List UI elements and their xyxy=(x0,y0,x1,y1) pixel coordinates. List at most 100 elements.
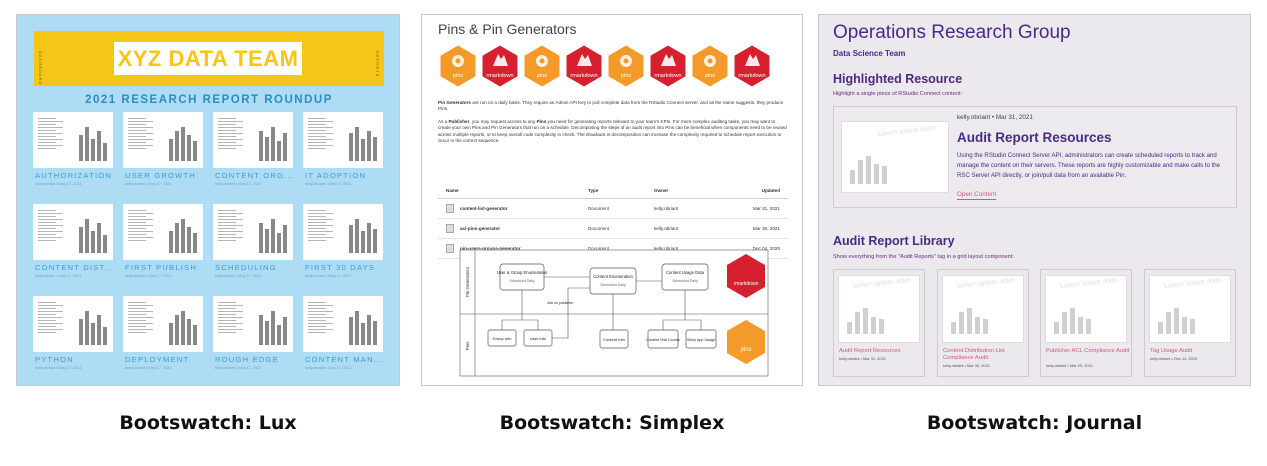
hex-label: pins xyxy=(536,73,548,79)
library-thumb-bars xyxy=(847,308,884,334)
report-card[interactable]: CONTENT MAN... kelly.obriant • May 17, 2… xyxy=(303,296,383,378)
col-owner-header[interactable]: Owner xyxy=(654,188,669,193)
report-card-title[interactable]: SCHEDULING xyxy=(215,263,277,272)
para2-post: you need for generating reports relevant… xyxy=(438,119,787,144)
pin-shiny-usage-label: Shiny App Usage xyxy=(687,338,715,342)
lux-banner-side-right: REPORTS xyxy=(375,51,380,78)
col-updated-header[interactable]: Updated xyxy=(761,188,780,193)
cell-type: Document xyxy=(588,226,609,231)
report-thumbnail xyxy=(33,296,113,352)
pin-visit-counts-label: Content Visit Counts xyxy=(646,338,680,342)
report-card-title[interactable]: IT ADOPTION xyxy=(305,171,367,180)
pins-hex-icon: pins xyxy=(522,44,562,88)
report-card-title[interactable]: USER GROWTH xyxy=(125,171,196,180)
thumb-bar-chart xyxy=(349,127,377,161)
library-card-title[interactable]: Content Distribution List Compliance Aud… xyxy=(943,348,1005,361)
report-card-title[interactable]: CONTENT MAN... xyxy=(305,355,384,364)
thumb-text-lines xyxy=(308,302,340,335)
report-card-meta: kelly.obriant • May 17, 2021 xyxy=(305,182,352,186)
pins-badge-label: pins xyxy=(740,347,751,353)
feature-title[interactable]: Audit Report Resources xyxy=(957,130,1112,145)
report-card[interactable]: CONTENT ORG... kelly.obriant • May 17, 2… xyxy=(213,112,293,194)
report-card[interactable]: FIRST PUBLISH kelly.obriant • May 17, 20… xyxy=(123,204,203,286)
pin-content-info xyxy=(599,329,629,349)
report-card[interactable]: FIRST 30 DAYS kelly.obriant • May 17, 20… xyxy=(303,204,383,286)
report-card-title[interactable]: PYTHON xyxy=(35,355,74,364)
library-card-title[interactable]: Publisher ACL Compliance Audit xyxy=(1046,348,1130,354)
library-card[interactable]: Lorem ipsum dolor Content Distribution L… xyxy=(937,269,1029,377)
library-thumbnail: Lorem ipsum dolor xyxy=(1045,275,1127,343)
report-card[interactable]: USER GROWTH kelly.obriant • May 17, 2021 xyxy=(123,112,203,194)
highlighted-resource-card[interactable]: Lorem ipsum dolor kelly.obriant • Mar 31… xyxy=(833,106,1237,208)
report-card[interactable]: ROUGH EDGE kelly.obriant • May 17, 2021 xyxy=(213,296,293,378)
cell-name[interactable]: acl-pins-generator xyxy=(460,226,501,231)
thumb-text-lines xyxy=(218,210,250,243)
report-card-meta: kelly.obriant • May 17, 2021 xyxy=(125,274,172,278)
table-row[interactable]: content-list-generator Document kelly.ob… xyxy=(438,199,788,219)
report-card-title[interactable]: FIRST PUBLISH xyxy=(125,263,198,272)
para2-pre: As a xyxy=(438,119,449,124)
col-name-header[interactable]: Name xyxy=(446,188,459,193)
box-content-enum-label: Content Enumeration xyxy=(593,274,633,279)
report-card[interactable]: CONTENT DIST... kelly.obriant • May 17, … xyxy=(33,204,113,286)
library-card-title[interactable]: Tag Usage Audit xyxy=(1150,348,1193,354)
lane-label-pins: Pins xyxy=(465,341,470,351)
join-label: Join on publisher xyxy=(547,301,574,305)
library-hint: Show everything from the "Audit Reports"… xyxy=(833,254,1014,260)
hex-label: rmarkdown xyxy=(738,73,766,79)
report-card[interactable]: PYTHON kelly.obriant • May 17, 2021 xyxy=(33,296,113,378)
report-card-title[interactable]: CONTENT ORG... xyxy=(215,171,295,180)
thumb-text-lines xyxy=(128,118,160,151)
cell-name[interactable]: pin-users-groups-generator xyxy=(460,246,521,251)
open-content-link[interactable]: Open Content xyxy=(957,191,997,200)
col-type-header[interactable]: Type xyxy=(588,188,599,193)
para1-text: are run on a daily basis. They require a… xyxy=(438,100,784,112)
edge-join xyxy=(552,287,590,339)
report-card-meta: kelly.obriant • May 17, 2021 xyxy=(215,182,262,186)
thumb-bar-chart xyxy=(169,127,197,161)
report-card-title[interactable]: CONTENT DIST... xyxy=(35,263,115,272)
library-card[interactable]: Lorem ipsum dolor Tag Usage Audit kelly.… xyxy=(1144,269,1236,377)
library-thumb-bars xyxy=(1054,308,1091,334)
report-card[interactable]: DEPLOYMENT kelly.obriant • May 17, 2021 xyxy=(123,296,203,378)
table-row[interactable]: acl-pins-generator Document kelly.obrian… xyxy=(438,219,788,239)
report-card-title[interactable]: AUTHORIZATION xyxy=(35,171,113,180)
report-card-title[interactable]: FIRST 30 DAYS xyxy=(305,263,376,272)
thumb-text-lines xyxy=(38,302,70,335)
thumb-text-lines xyxy=(218,118,250,151)
rmarkdown-hex-icon: rmarkdown xyxy=(732,44,772,88)
thumb-bar-chart xyxy=(259,127,287,161)
report-card[interactable]: IT ADOPTION kelly.obriant • May 17, 2021 xyxy=(303,112,383,194)
feature-thumbnail: Lorem ipsum dolor xyxy=(841,121,949,193)
rmarkdown-hex-icon: rmarkdown xyxy=(648,44,688,88)
library-card-title[interactable]: Audit Report Resources xyxy=(839,348,901,354)
report-card-meta: kelly.obriant • May 17, 2021 xyxy=(35,366,82,370)
report-card[interactable]: SCHEDULING kelly.obriant • May 17, 2021 xyxy=(213,204,293,286)
cell-name[interactable]: content-list-generator xyxy=(460,206,508,211)
library-thumbnail: Lorem ipsum dolor xyxy=(942,275,1024,343)
report-card[interactable]: AUTHORIZATION kelly.obriant • May 17, 20… xyxy=(33,112,113,194)
report-card-title[interactable]: DEPLOYMENT xyxy=(125,355,190,364)
hex-label: rmarkdown xyxy=(654,73,682,79)
pin-user-info-label: User Info xyxy=(530,336,547,341)
library-card[interactable]: Lorem ipsum dolor Audit Report Resources… xyxy=(833,269,925,377)
cell-owner: kelly.obriant xyxy=(654,226,679,231)
document-icon xyxy=(446,244,454,253)
lux-banner-side-left: DASHBOARD xyxy=(38,51,43,86)
box-content-usage xyxy=(661,263,709,291)
library-thumb-text: Lorem ipsum dolor xyxy=(1163,276,1223,291)
box-user-group xyxy=(499,263,545,291)
box-content-usage-sub: Scheduled Daily xyxy=(672,279,698,283)
pins-hex-icon: pins xyxy=(606,44,646,88)
thumb-bar-chart xyxy=(259,311,287,345)
simplex-theme-preview: Pins & Pin Generators pins rmarkdown pin… xyxy=(421,14,803,386)
term-publisher: Publisher xyxy=(448,119,470,124)
library-card[interactable]: Lorem ipsum dolor Publisher ACL Complian… xyxy=(1040,269,1132,377)
report-thumbnail xyxy=(303,204,383,260)
para2-mid: , you may request access to any xyxy=(469,119,537,124)
report-card-title[interactable]: ROUGH EDGE xyxy=(215,355,279,364)
simplex-paragraph-publisher: As a Publisher, you may request access t… xyxy=(438,119,788,145)
report-thumbnail xyxy=(213,112,293,168)
pins-badge-icon xyxy=(727,320,765,364)
library-thumb-text: Lorem ipsum dolor xyxy=(852,276,912,291)
